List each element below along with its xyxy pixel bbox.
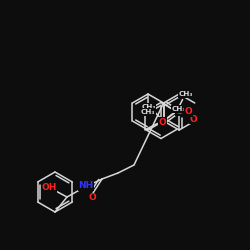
Text: O: O bbox=[88, 194, 96, 202]
Text: OH: OH bbox=[41, 184, 57, 192]
Text: CH₃: CH₃ bbox=[141, 109, 155, 115]
Text: O: O bbox=[185, 108, 192, 116]
Text: CH₃: CH₃ bbox=[171, 106, 186, 112]
Text: CH₃: CH₃ bbox=[178, 92, 193, 98]
Text: O: O bbox=[158, 118, 166, 127]
Text: O: O bbox=[175, 106, 183, 116]
Text: O: O bbox=[190, 114, 198, 124]
Text: CH₃: CH₃ bbox=[141, 104, 156, 110]
Text: NH: NH bbox=[78, 182, 94, 190]
